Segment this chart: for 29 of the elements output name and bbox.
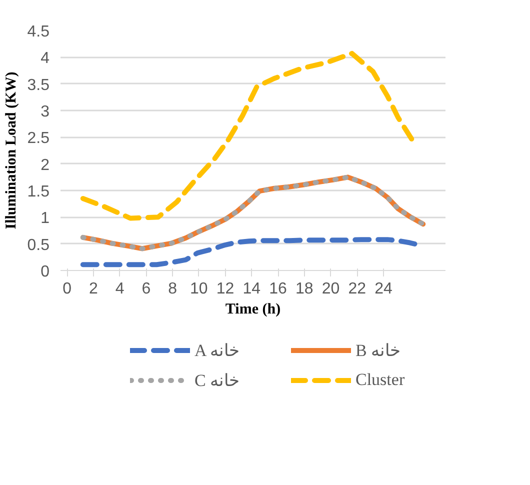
x-tick-label: 16 — [269, 280, 288, 298]
x-tick-label: 10 — [190, 280, 208, 298]
y-tick-label: 1.5 — [27, 184, 50, 200]
y-tick-label: 3 — [40, 104, 50, 120]
y-tick-label: 4 — [40, 50, 50, 68]
y-tick-label: 2 — [40, 156, 50, 174]
legend-label: A خانه — [194, 340, 242, 362]
x-tick-label: 0 — [62, 280, 72, 298]
x-tick-label: 18 — [296, 280, 314, 298]
x-tick-label: 6 — [142, 280, 151, 298]
y-tick-label: 4.5 — [27, 24, 50, 40]
x-tick-label: 2 — [89, 280, 98, 298]
y-axis-title: Illumination Load (KW) — [3, 72, 20, 230]
x-axis-title: Time (h) — [225, 302, 281, 318]
x-tick-label: 20 — [322, 280, 340, 298]
legend-label: C خانه — [194, 370, 242, 392]
x-tick-label: 14 — [242, 280, 261, 298]
y-tick-label: 3.5 — [27, 76, 50, 94]
x-tick-label: 22 — [348, 280, 366, 298]
x-tick-label: 4 — [115, 280, 124, 298]
legend-label: Cluster — [356, 369, 406, 391]
x-tick-label: 24 — [374, 280, 393, 298]
y-tick-label: 2.5 — [27, 130, 50, 148]
y-tick-label: 1 — [40, 210, 50, 228]
y-tick-label: 0 — [40, 264, 50, 280]
x-tick-label: 12 — [216, 280, 234, 298]
y-tick-label: 0.5 — [27, 236, 50, 254]
x-tick-label: 8 — [168, 280, 178, 298]
legend-label: B خانه — [356, 340, 402, 362]
